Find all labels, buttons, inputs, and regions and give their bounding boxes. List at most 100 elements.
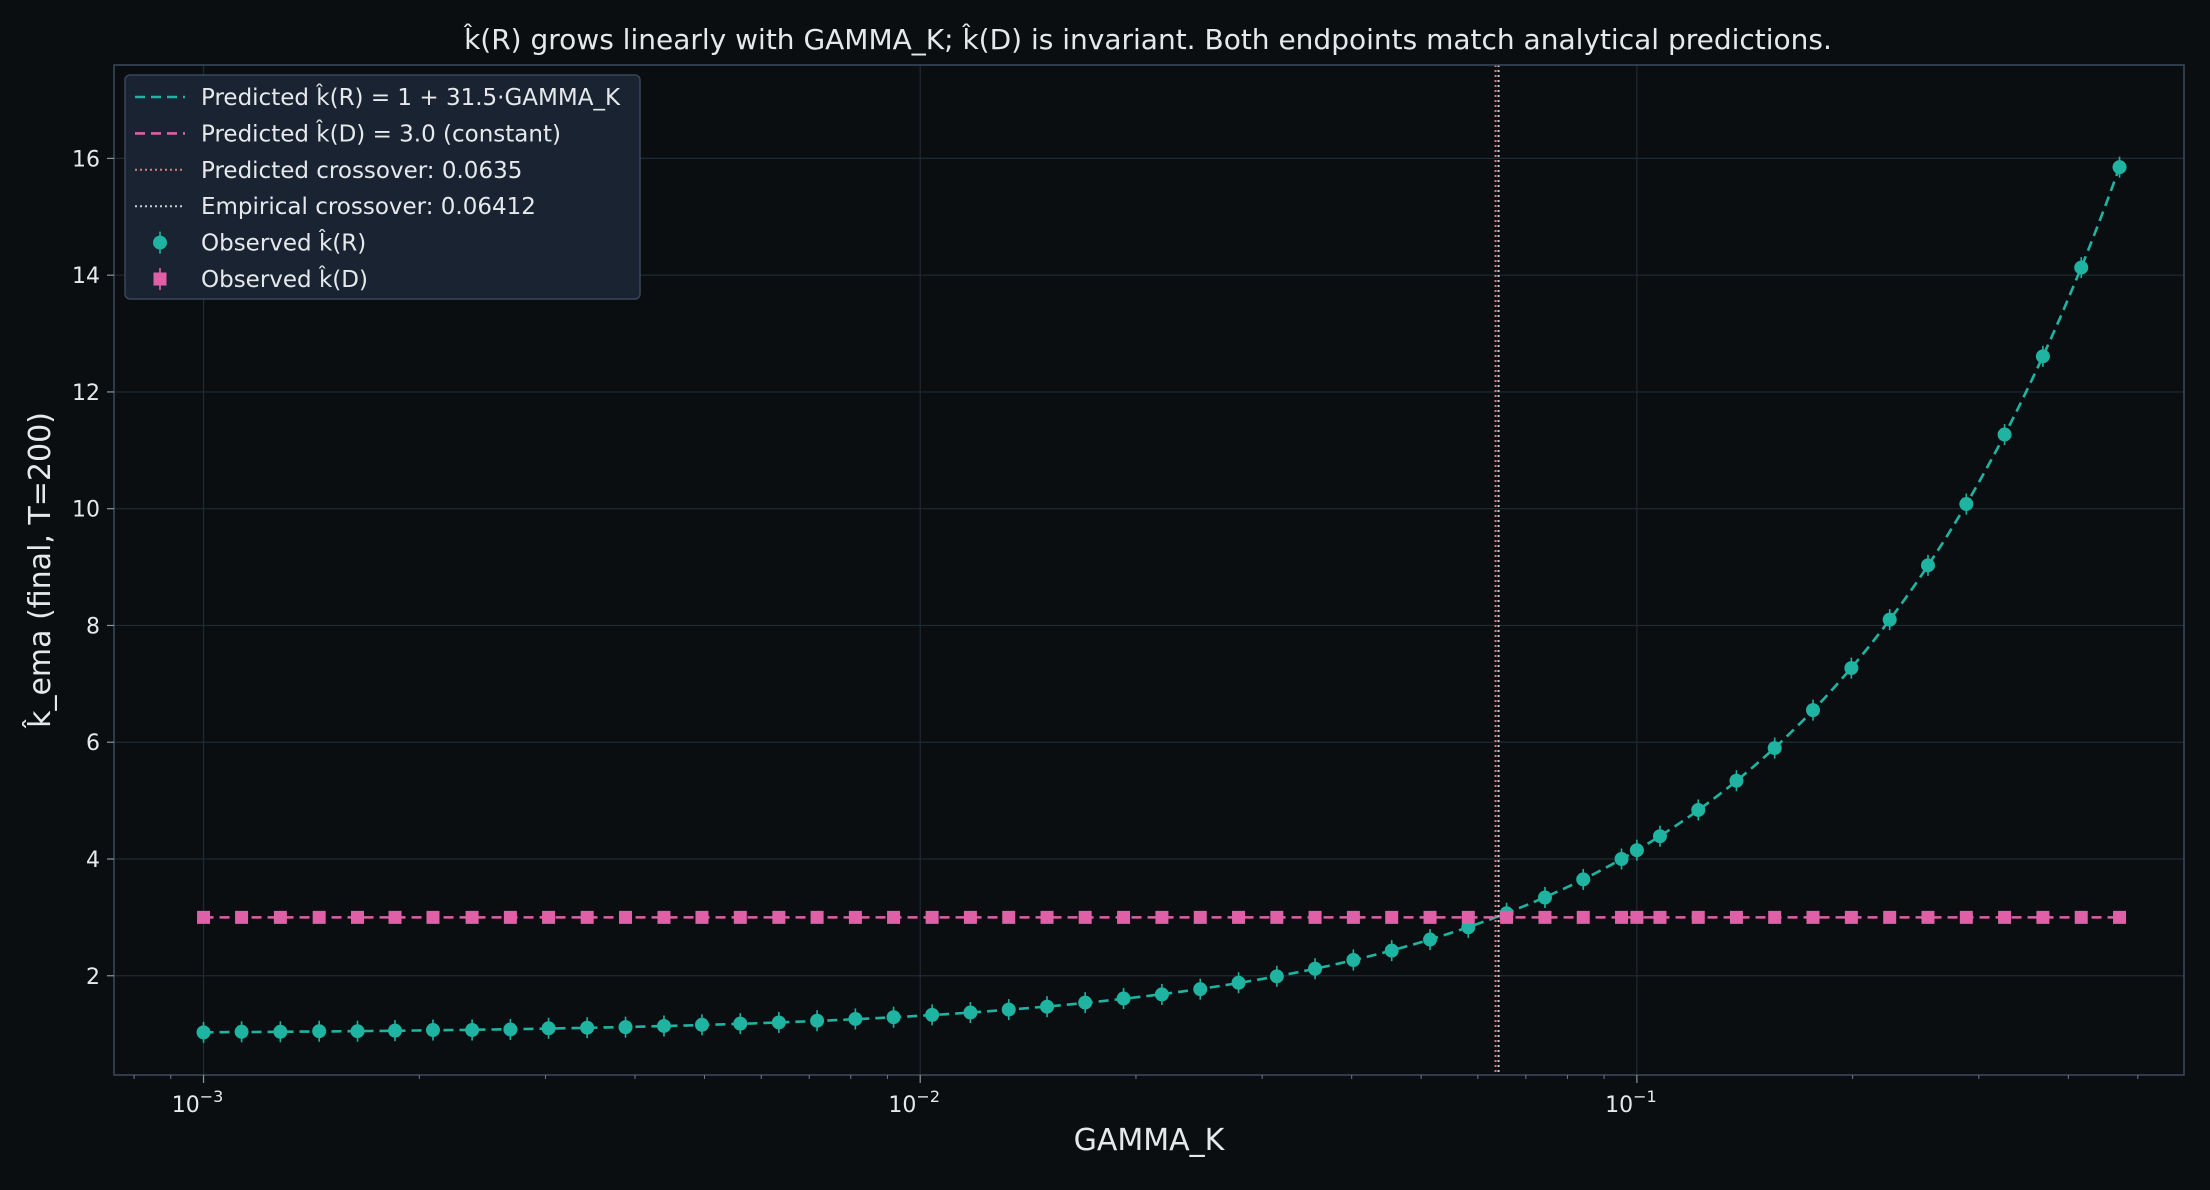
observed-r-point [425,1023,440,1038]
observed-d-point [197,910,211,924]
observed-r-point [1537,890,1552,905]
observed-r-point [388,1023,403,1038]
observed-d-point [1308,910,1322,924]
observed-d-point [887,910,901,924]
observed-d-point [1117,910,1131,924]
observed-d-point [1883,910,1897,924]
observed-r-point [1154,987,1169,1002]
y-axis: 2 4 6 8 10 12 14 16 [72,147,114,990]
x-tick-label: 10−1 [1605,1087,1657,1118]
observed-d-point [1691,910,1705,924]
observed-r-point [618,1020,633,1035]
observed-r-point [771,1015,786,1030]
observed-d-point [235,910,249,924]
observed-d-point [657,910,671,924]
observed-r-point [1997,427,2012,442]
observed-d-point [1078,910,1092,924]
observed-d-point [1500,910,1514,924]
observed-d-point [733,910,747,924]
legend-swatch-square [153,272,167,286]
legend-label: Predicted crossover: 0.0635 [201,158,522,184]
observed-d-point [503,910,517,924]
observed-r-point [1384,943,1399,958]
y-tick-label: 2 [86,965,100,990]
observed-r-point [541,1021,556,1036]
x-tick-label-exponent: −1 [1633,1087,1657,1106]
x-tick-label-base: 10 [172,1093,200,1118]
observed-r-point [1614,851,1629,866]
observed-r-point [2074,260,2089,275]
observed-d-point [1921,910,1935,924]
x-tick-label-exponent: −2 [916,1087,940,1106]
y-tick-label: 10 [72,498,100,523]
observed-r-point [886,1010,901,1025]
observed-d-point [542,910,556,924]
x-tick-label: 10−3 [172,1087,224,1118]
observed-d-point [1998,910,2012,924]
observed-r-point [1729,773,1744,788]
observed-d-point [1576,910,1590,924]
series-markers [196,156,2127,1043]
observed-r-point [1691,802,1706,817]
observed-d-point [1040,910,1054,924]
legend-swatch-circle [153,235,167,250]
observed-r-point [1920,558,1935,573]
x-tick-label: 10−2 [888,1087,940,1118]
observed-r-point [1629,843,1644,858]
legend-label: Observed k̂(R) [201,229,366,256]
observed-r-point [1308,961,1323,976]
observed-d-point [1615,910,1629,924]
observed-d-point [1002,910,1016,924]
legend-label: Observed k̂(D) [201,266,368,293]
observed-r-point [694,1017,709,1032]
observed-d-point [772,910,786,924]
observed-r-point [1423,932,1438,947]
observed-r-point [1806,703,1821,718]
observed-d-point [426,910,440,924]
y-tick-label: 12 [72,381,100,406]
observed-d-point [1959,910,1973,924]
chart-title: k̂(R) grows linearly with GAMMA_K; k̂(D)… [463,23,1832,56]
observed-r-point [1652,829,1667,844]
legend: Predicted k̂(R) = 1 + 31.5·GAMMA_K Predic… [124,74,641,300]
observed-d-point [1385,910,1399,924]
observed-d-point [2074,910,2088,924]
observed-r-point [1116,991,1131,1006]
x-tick-label-base: 10 [888,1093,916,1118]
observed-r-point [1269,969,1284,984]
observed-d-point [2113,910,2127,924]
observed-d-point [1630,910,1644,924]
observed-d-point [465,910,479,924]
observed-d-point [1768,910,1782,924]
y-tick-label: 6 [86,731,100,756]
observed-r-point [196,1025,211,1040]
observed-d-point [312,910,326,924]
observed-d-point [619,910,633,924]
observed-r-point [350,1024,365,1039]
observed-d-point [1461,910,1475,924]
observed-d-point [1155,910,1169,924]
observed-d-point [1270,910,1284,924]
y-tick-label: 14 [72,264,100,289]
observed-d-point [2036,910,2050,924]
observed-r-point [656,1018,671,1033]
observed-r-point [1576,872,1591,887]
y-axis-title: k̂_ema (final, T=200) [22,412,58,728]
observed-r-point [580,1020,595,1035]
observed-r-point [848,1011,863,1026]
observed-d-point [695,910,709,924]
y-tick-label: 4 [86,848,100,873]
observed-d-point [1193,910,1207,924]
observed-d-point [351,910,365,924]
observed-r-point [963,1005,978,1020]
observed-d-point [848,910,862,924]
observed-r-point [1231,975,1246,990]
y-tick-label: 16 [72,147,100,172]
legend-label: Empirical crossover: 0.06412 [201,194,536,220]
observed-d-point [1423,910,1437,924]
legend-label: Predicted k̂(R) = 1 + 31.5·GAMMA_K [201,84,621,111]
observed-r-point [1844,661,1859,676]
observed-r-point [1193,982,1208,997]
observed-r-point [810,1013,825,1028]
observed-r-point [312,1024,327,1039]
